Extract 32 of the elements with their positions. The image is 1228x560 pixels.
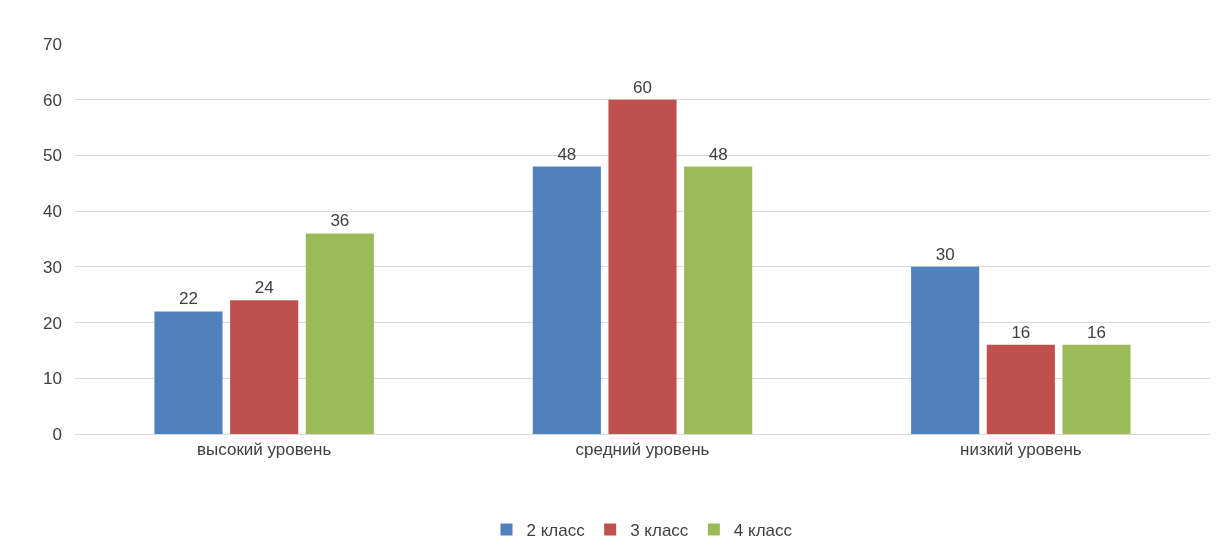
data-label: 48 [557,144,577,164]
bar [230,300,299,434]
y-tick-label: 10 [43,369,62,389]
legend-label: 4 класс [733,521,793,541]
legend-label: 2 класс [526,521,586,541]
bar [986,344,1055,434]
bar [608,99,677,434]
y-tick-label: 0 [52,424,62,444]
y-tick-label: 50 [43,146,62,166]
data-label: 36 [330,211,350,231]
data-label: 60 [633,77,652,97]
bar [1062,344,1131,434]
x-tick-label: низкий уровень [960,440,1082,460]
y-tick-label: 30 [43,257,62,277]
bar [911,266,980,434]
bar [305,233,374,434]
x-tick-label: высокий уровень [197,440,332,460]
x-tick-label: средний уровень [575,440,710,460]
data-label: 48 [708,144,728,164]
y-tick-label: 40 [43,202,62,222]
data-label: 16 [1087,322,1106,342]
bar [154,311,223,434]
data-label: 22 [179,289,198,309]
bar [532,166,601,434]
data-label: 30 [935,244,955,264]
y-tick-label: 70 [43,34,62,54]
y-tick-label: 20 [43,313,62,333]
data-label: 16 [1011,322,1031,342]
y-tick-label: 60 [43,90,62,110]
legend-label: 3 класс [630,521,689,541]
bar [684,166,753,434]
data-label: 24 [254,278,274,298]
